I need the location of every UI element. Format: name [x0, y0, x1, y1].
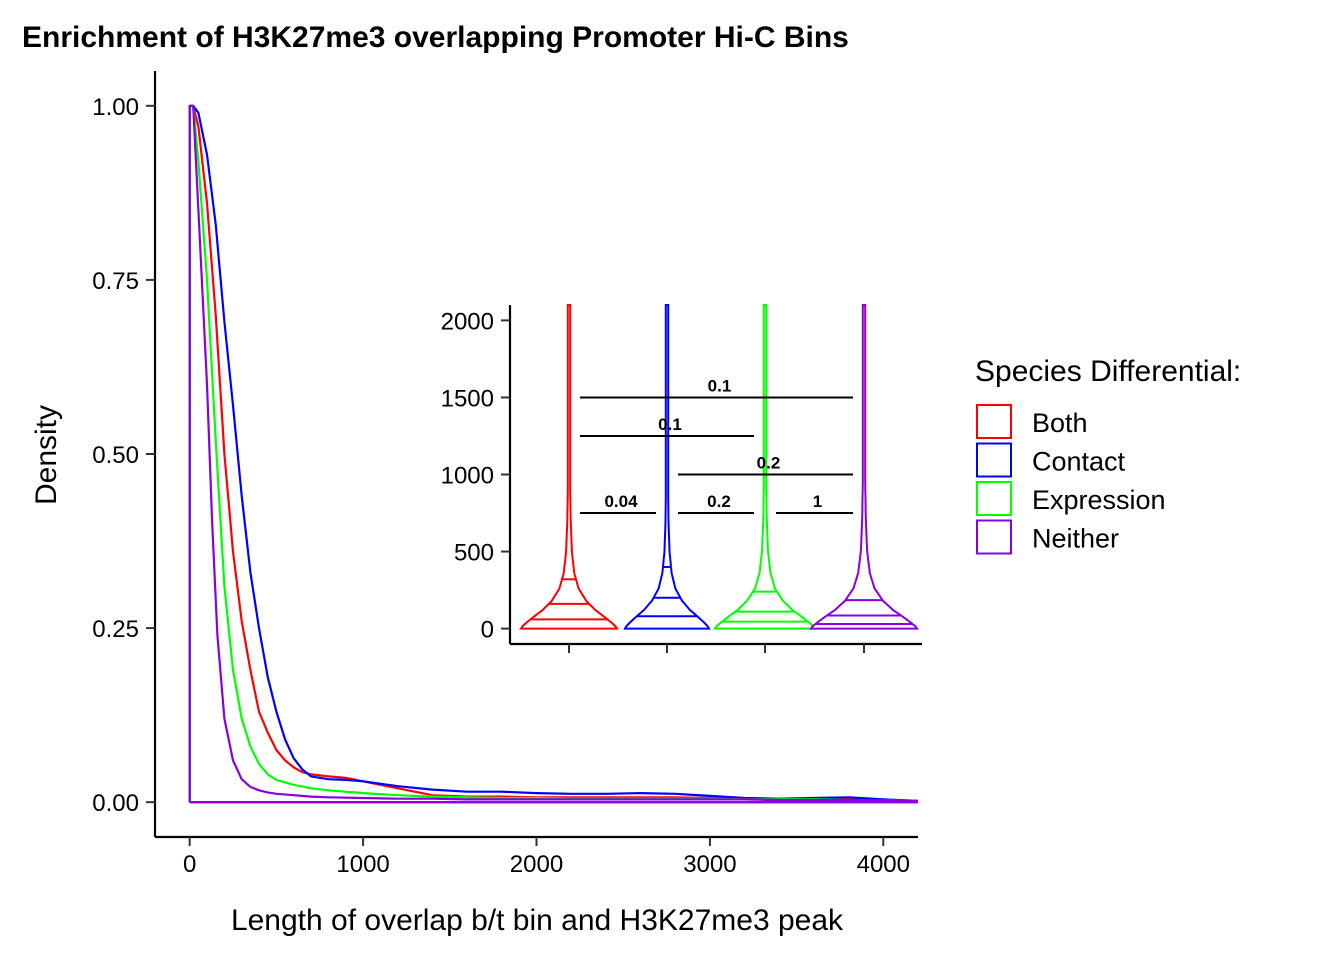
density-plot-panel: 0 1000 2000 3000 4000 0.00 0.25 0.50 0.75 1.00 L…: [30, 71, 919, 937]
violin-body: [519, 304, 619, 630]
inset-y-axis: 0 500 1000 1500 2000: [441, 305, 512, 644]
legend-items: Both Contact Expression Neither: [976, 404, 1166, 555]
significance-bracket: 0.1: [580, 415, 754, 437]
x-tick-label: 4000: [857, 851, 910, 878]
y-tick-label: 1.00: [92, 94, 139, 121]
legend-item-both: Both: [976, 404, 1088, 439]
chart-title: Enrichment of H3K27me3 overlapping Promo…: [22, 21, 849, 54]
legend-key: [976, 519, 1012, 555]
violin-body: [809, 304, 919, 630]
legend: Species Differential: Both Contact Express…: [975, 355, 1241, 555]
p-value-label: 1: [813, 492, 822, 511]
legend-key: [976, 404, 1012, 439]
violin-group: [519, 304, 919, 630]
p-value-label: 0.2: [707, 492, 731, 511]
p-value-label: 0.1: [658, 415, 682, 434]
legend-key: [976, 481, 1012, 516]
y-axis-title: Density: [30, 405, 63, 505]
y-axis: 0.00 0.25 0.50 0.75 1.00: [92, 71, 157, 837]
significance-bracket: 0.2: [678, 454, 853, 476]
significance-bracket: 0.1: [580, 376, 853, 399]
x-axis: 0 1000 2000 3000 4000: [155, 835, 918, 878]
p-value-label: 0.2: [757, 454, 781, 473]
violin-expression: [713, 304, 817, 630]
legend-item-contact: Contact: [976, 442, 1126, 478]
x-tick-label: 0: [183, 851, 196, 878]
legend-label: Contact: [1032, 447, 1126, 477]
legend-label: Neither: [1032, 524, 1119, 554]
p-value-label: 0.1: [708, 376, 732, 395]
x-axis-title: Length of overlap b/t bin and H3K27me3 p…: [231, 904, 844, 937]
y-tick-label: 0.00: [92, 790, 139, 817]
p-value-label: 0.04: [604, 492, 638, 511]
legend-title: Species Differential:: [975, 355, 1241, 388]
legend-item-expression: Expression: [976, 481, 1166, 516]
inset-y-tick-label: 1000: [441, 463, 494, 490]
significance-bracket: 0.2: [678, 492, 754, 515]
violin-body: [623, 304, 711, 630]
x-tick-label: 1000: [336, 851, 389, 878]
legend-key: [976, 442, 1012, 478]
x-tick-label: 3000: [683, 851, 736, 878]
violin-inset-panel: 0.04 0.2 1 0.2 0.1 0.1 0 500 1000 1500 2000: [441, 304, 922, 653]
density-line-neither: [188, 104, 919, 803]
inset-x-axis: [510, 642, 922, 653]
density-curves: [188, 104, 919, 804]
significance-bracket: 0.04: [580, 492, 656, 515]
legend-label: Both: [1032, 408, 1088, 438]
inset-y-tick-label: 2000: [441, 308, 494, 335]
legend-item-neither: Neither: [976, 519, 1119, 555]
y-tick-label: 0.50: [92, 442, 139, 469]
x-tick-label: 2000: [510, 851, 563, 878]
density-line-both: [188, 104, 919, 803]
significance-bracket: 1: [776, 492, 853, 515]
inset-y-tick-label: 0: [481, 617, 494, 644]
y-tick-label: 0.25: [92, 616, 139, 643]
violin-neither: [809, 304, 919, 630]
density-line-contact: [188, 104, 919, 803]
inset-y-tick-label: 1500: [441, 385, 494, 412]
violin-both: [519, 304, 619, 630]
y-tick-label: 0.75: [92, 268, 139, 295]
significance-brackets: 0.04 0.2 1 0.2 0.1 0.1: [580, 376, 853, 515]
violin-contact: [623, 304, 711, 630]
density-line-expression: [188, 104, 919, 803]
legend-label: Expression: [1032, 485, 1166, 515]
inset-y-tick-label: 500: [454, 540, 494, 567]
